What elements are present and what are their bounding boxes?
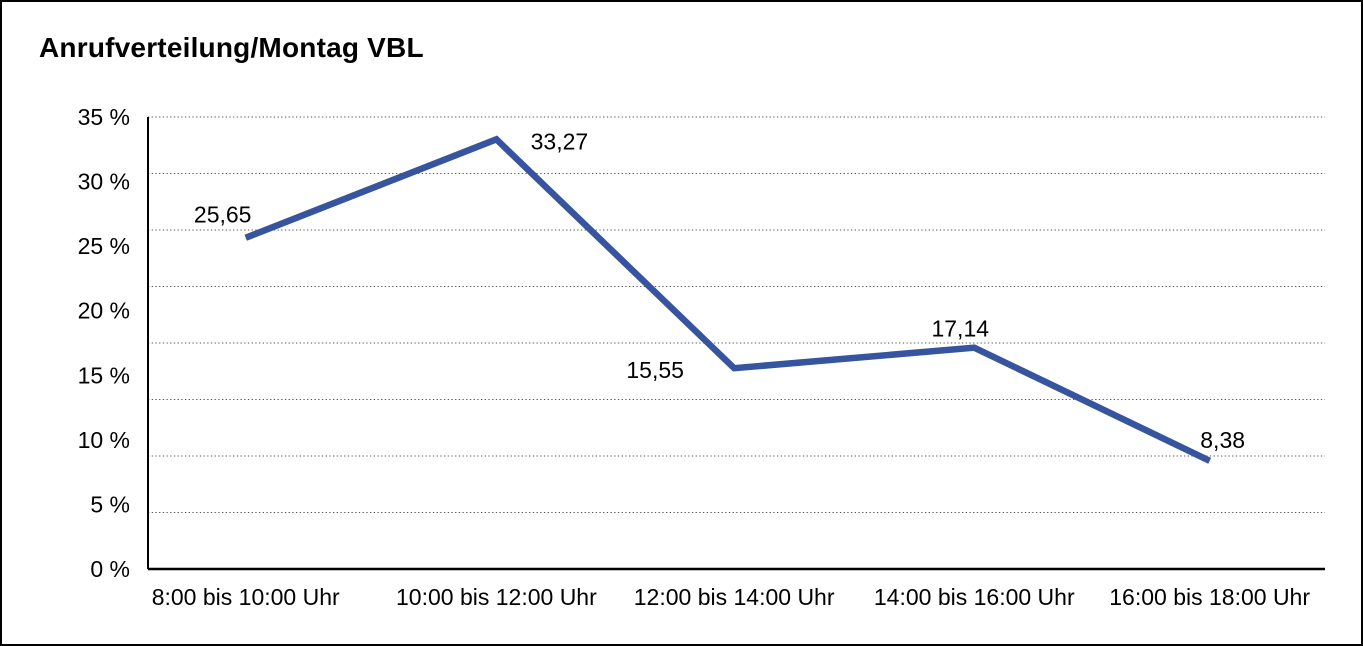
- y-tick-label: 35 %: [78, 104, 130, 130]
- y-tick-label: 30 %: [78, 169, 130, 195]
- data-point-label: 17,14: [931, 316, 989, 342]
- x-tick-label: 10:00 bis 12:00 Uhr: [396, 584, 597, 610]
- x-tick-label: 14:00 bis 16:00 Uhr: [874, 584, 1075, 610]
- y-tick-label: 10 %: [78, 427, 130, 453]
- chart-title: Anrufverteilung/Montag VBL: [39, 32, 424, 63]
- series-line: [244, 135, 1212, 464]
- x-tick-label: 12:00 bis 14:00 Uhr: [634, 584, 835, 610]
- data-point-label: 15,55: [626, 357, 684, 383]
- data-point-label: 8,38: [1200, 427, 1245, 453]
- y-tick-label: 25 %: [78, 233, 130, 259]
- x-tick-label: 8:00 bis 10:00 Uhr: [152, 584, 340, 610]
- y-tick-label: 15 %: [78, 362, 130, 388]
- data-point-label: 33,27: [531, 128, 589, 154]
- y-tick-label: 5 %: [90, 491, 130, 517]
- y-tick-label: 20 %: [78, 298, 130, 324]
- data-point-label: 25,65: [194, 202, 252, 228]
- y-tick-label: 0 %: [90, 556, 130, 582]
- x-tick-label: 16:00 bis 18:00 Uhr: [1109, 584, 1310, 610]
